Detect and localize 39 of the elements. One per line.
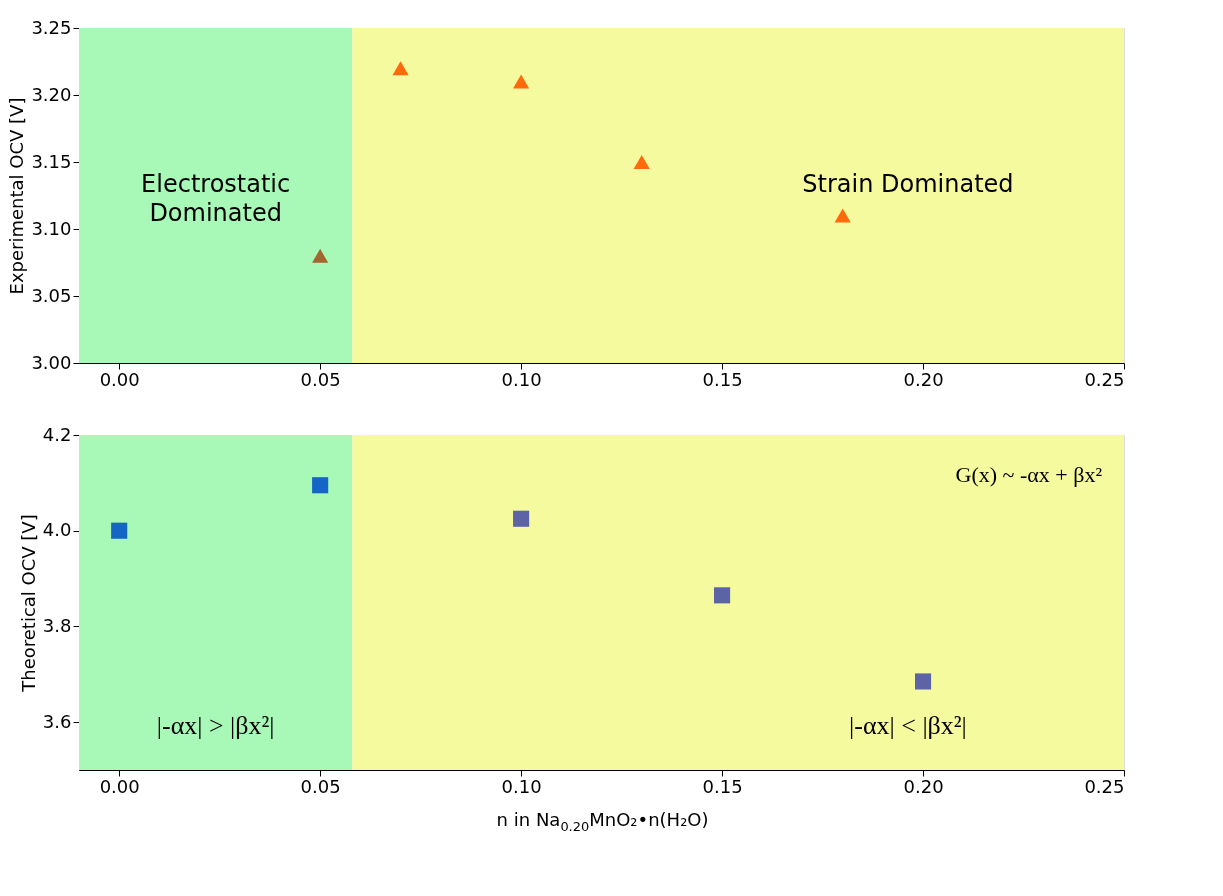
band-label: Electrostatic Dominated — [141, 170, 291, 228]
x-tick-label: 0.15 — [702, 368, 743, 390]
x-tick-label: 0.00 — [99, 368, 140, 390]
y-tick-label: 4.2 — [42, 423, 72, 445]
x-tick-label: 0.00 — [99, 775, 140, 797]
x-tick-label: 0.05 — [300, 368, 341, 390]
point — [312, 248, 329, 263]
band-label: |-αx| < |βx²| — [849, 711, 967, 741]
x-tick-label: 0.10 — [501, 775, 542, 797]
point — [834, 208, 851, 223]
point — [513, 74, 530, 89]
y-tick-label: 3.6 — [42, 710, 72, 732]
x-tick-label: 0.15 — [702, 775, 743, 797]
y-tick-label: 3.20 — [31, 83, 72, 105]
band-label: Strain Dominated — [802, 170, 1014, 199]
x-tick-label: 0.25 — [1084, 775, 1125, 797]
x-tick-label: 0.20 — [903, 775, 944, 797]
x-tick-label: 0.05 — [300, 775, 341, 797]
y-axis-title: Theoretical OCV [V] — [17, 514, 39, 693]
point — [513, 510, 530, 527]
x-tick-label: 0.25 — [1084, 368, 1125, 390]
y-axis-title: Experimental OCV [V] — [6, 97, 28, 295]
y-tick-label: 3.8 — [42, 614, 72, 636]
point — [111, 522, 128, 539]
y-tick-label: 3.10 — [31, 217, 72, 239]
y-tick-label: 3.05 — [31, 284, 72, 306]
x-tick-label: 0.20 — [903, 368, 944, 390]
y-tick-label: 3.15 — [31, 150, 72, 172]
point — [714, 587, 731, 604]
point — [392, 61, 409, 76]
point — [633, 155, 650, 169]
annotation: G(x) ~ -αx + βx² — [955, 462, 1103, 488]
x-tick-label: 0.10 — [501, 368, 542, 390]
point — [914, 673, 932, 690]
y-tick-label: 4.0 — [42, 519, 72, 541]
point — [312, 477, 329, 494]
y-tick-label: 3.25 — [31, 16, 72, 38]
y-tick-label: 3.00 — [31, 351, 72, 373]
band-label: |-αx| > |βx²| — [156, 711, 275, 741]
